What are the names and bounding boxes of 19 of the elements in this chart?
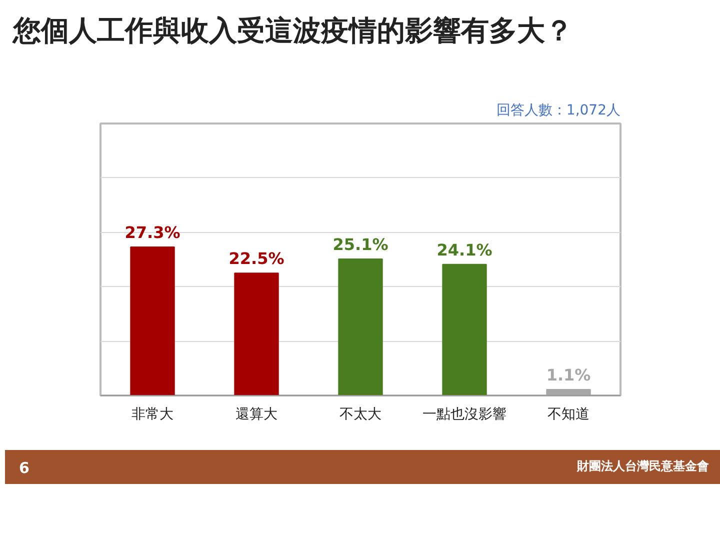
- chart-title: 您個人工作與收入受這波疫情的影響有多大？: [13, 13, 573, 49]
- data-label: 1.1%: [546, 366, 591, 385]
- x-tick-label: 非常大: [132, 406, 174, 422]
- x-tick-label: 不太大: [340, 406, 382, 422]
- data-label: 22.5%: [228, 249, 284, 268]
- x-tick-label: 還算大: [236, 406, 278, 422]
- text: 回答人數：1,072人: [496, 102, 621, 118]
- data-label: 24.1%: [436, 240, 492, 260]
- bar: [442, 264, 487, 396]
- x-tick-label: 不知道: [548, 406, 590, 422]
- x-tick-label: 一點也沒影響: [422, 406, 506, 422]
- data-label: 25.1%: [332, 234, 388, 254]
- bar: [130, 246, 175, 396]
- data-label: 27.3%: [124, 222, 180, 242]
- text: 6: [19, 458, 30, 479]
- text: 財團法人台灣民意基金會: [577, 458, 709, 475]
- bar: [546, 389, 591, 396]
- bar: [338, 258, 383, 396]
- bar: [234, 272, 279, 396]
